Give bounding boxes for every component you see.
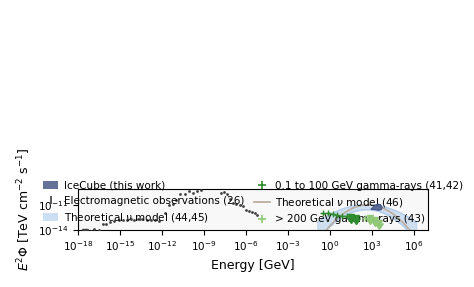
- Polygon shape: [371, 204, 382, 210]
- Point: [110, 218, 118, 223]
- Point: [139, 217, 146, 222]
- Point: [151, 218, 158, 222]
- Point: [185, 189, 192, 193]
- Point: [189, 191, 196, 195]
- Point: [87, 228, 94, 233]
- Point: [207, 181, 215, 186]
- Point: [130, 217, 138, 222]
- Point: [107, 220, 114, 224]
- Y-axis label: $E^2\Phi$ [TeV cm$^{-2}$ s$^{-1}$]: $E^2\Phi$ [TeV cm$^{-2}$ s$^{-1}$]: [15, 148, 33, 271]
- Point: [220, 190, 228, 194]
- Point: [193, 189, 201, 193]
- Point: [118, 217, 126, 222]
- Point: [115, 218, 122, 222]
- Point: [229, 200, 237, 205]
- Point: [165, 203, 173, 208]
- Point: [161, 210, 168, 215]
- Legend: IceCube (this work), Electromagnetic observations (26), Theoretical $\nu$ model : IceCube (this work), Electromagnetic obs…: [39, 177, 467, 228]
- Point: [91, 227, 98, 232]
- Point: [245, 209, 252, 213]
- Point: [242, 207, 250, 212]
- Point: [181, 192, 188, 197]
- Point: [203, 184, 210, 189]
- Point: [233, 201, 240, 206]
- Point: [99, 221, 107, 226]
- Point: [217, 191, 224, 195]
- Point: [123, 218, 130, 222]
- Point: [213, 184, 220, 189]
- Point: [127, 217, 135, 222]
- Point: [135, 217, 142, 221]
- Point: [95, 228, 102, 232]
- Point: [102, 222, 110, 226]
- X-axis label: Energy [GeV]: Energy [GeV]: [211, 259, 295, 272]
- Point: [81, 228, 89, 232]
- Point: [147, 217, 155, 222]
- Point: [201, 181, 208, 185]
- Point: [251, 211, 258, 216]
- Point: [155, 218, 163, 223]
- Point: [236, 203, 244, 208]
- Point: [253, 212, 261, 217]
- Point: [248, 210, 255, 214]
- Point: [176, 192, 184, 197]
- Point: [239, 204, 247, 208]
- Point: [197, 187, 205, 192]
- Point: [172, 198, 180, 203]
- Point: [223, 192, 230, 197]
- Point: [204, 183, 212, 187]
- Point: [143, 218, 150, 222]
- Point: [226, 197, 234, 202]
- Point: [169, 201, 177, 206]
- Point: [210, 183, 218, 187]
